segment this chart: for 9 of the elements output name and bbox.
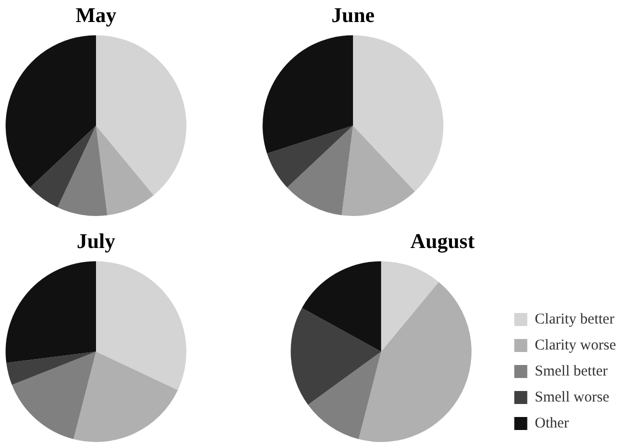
chart-title: August <box>410 229 475 254</box>
chart-title: May <box>76 3 117 28</box>
legend-label: Clarity worse <box>534 337 616 354</box>
legend-label: Smell worse <box>534 389 610 406</box>
legend-label: Smell better <box>534 363 608 380</box>
chart-title: July <box>76 229 116 254</box>
legend-label: Other <box>534 415 569 432</box>
chart-title: June <box>331 3 375 28</box>
legend-label: Clarity better <box>534 311 614 328</box>
